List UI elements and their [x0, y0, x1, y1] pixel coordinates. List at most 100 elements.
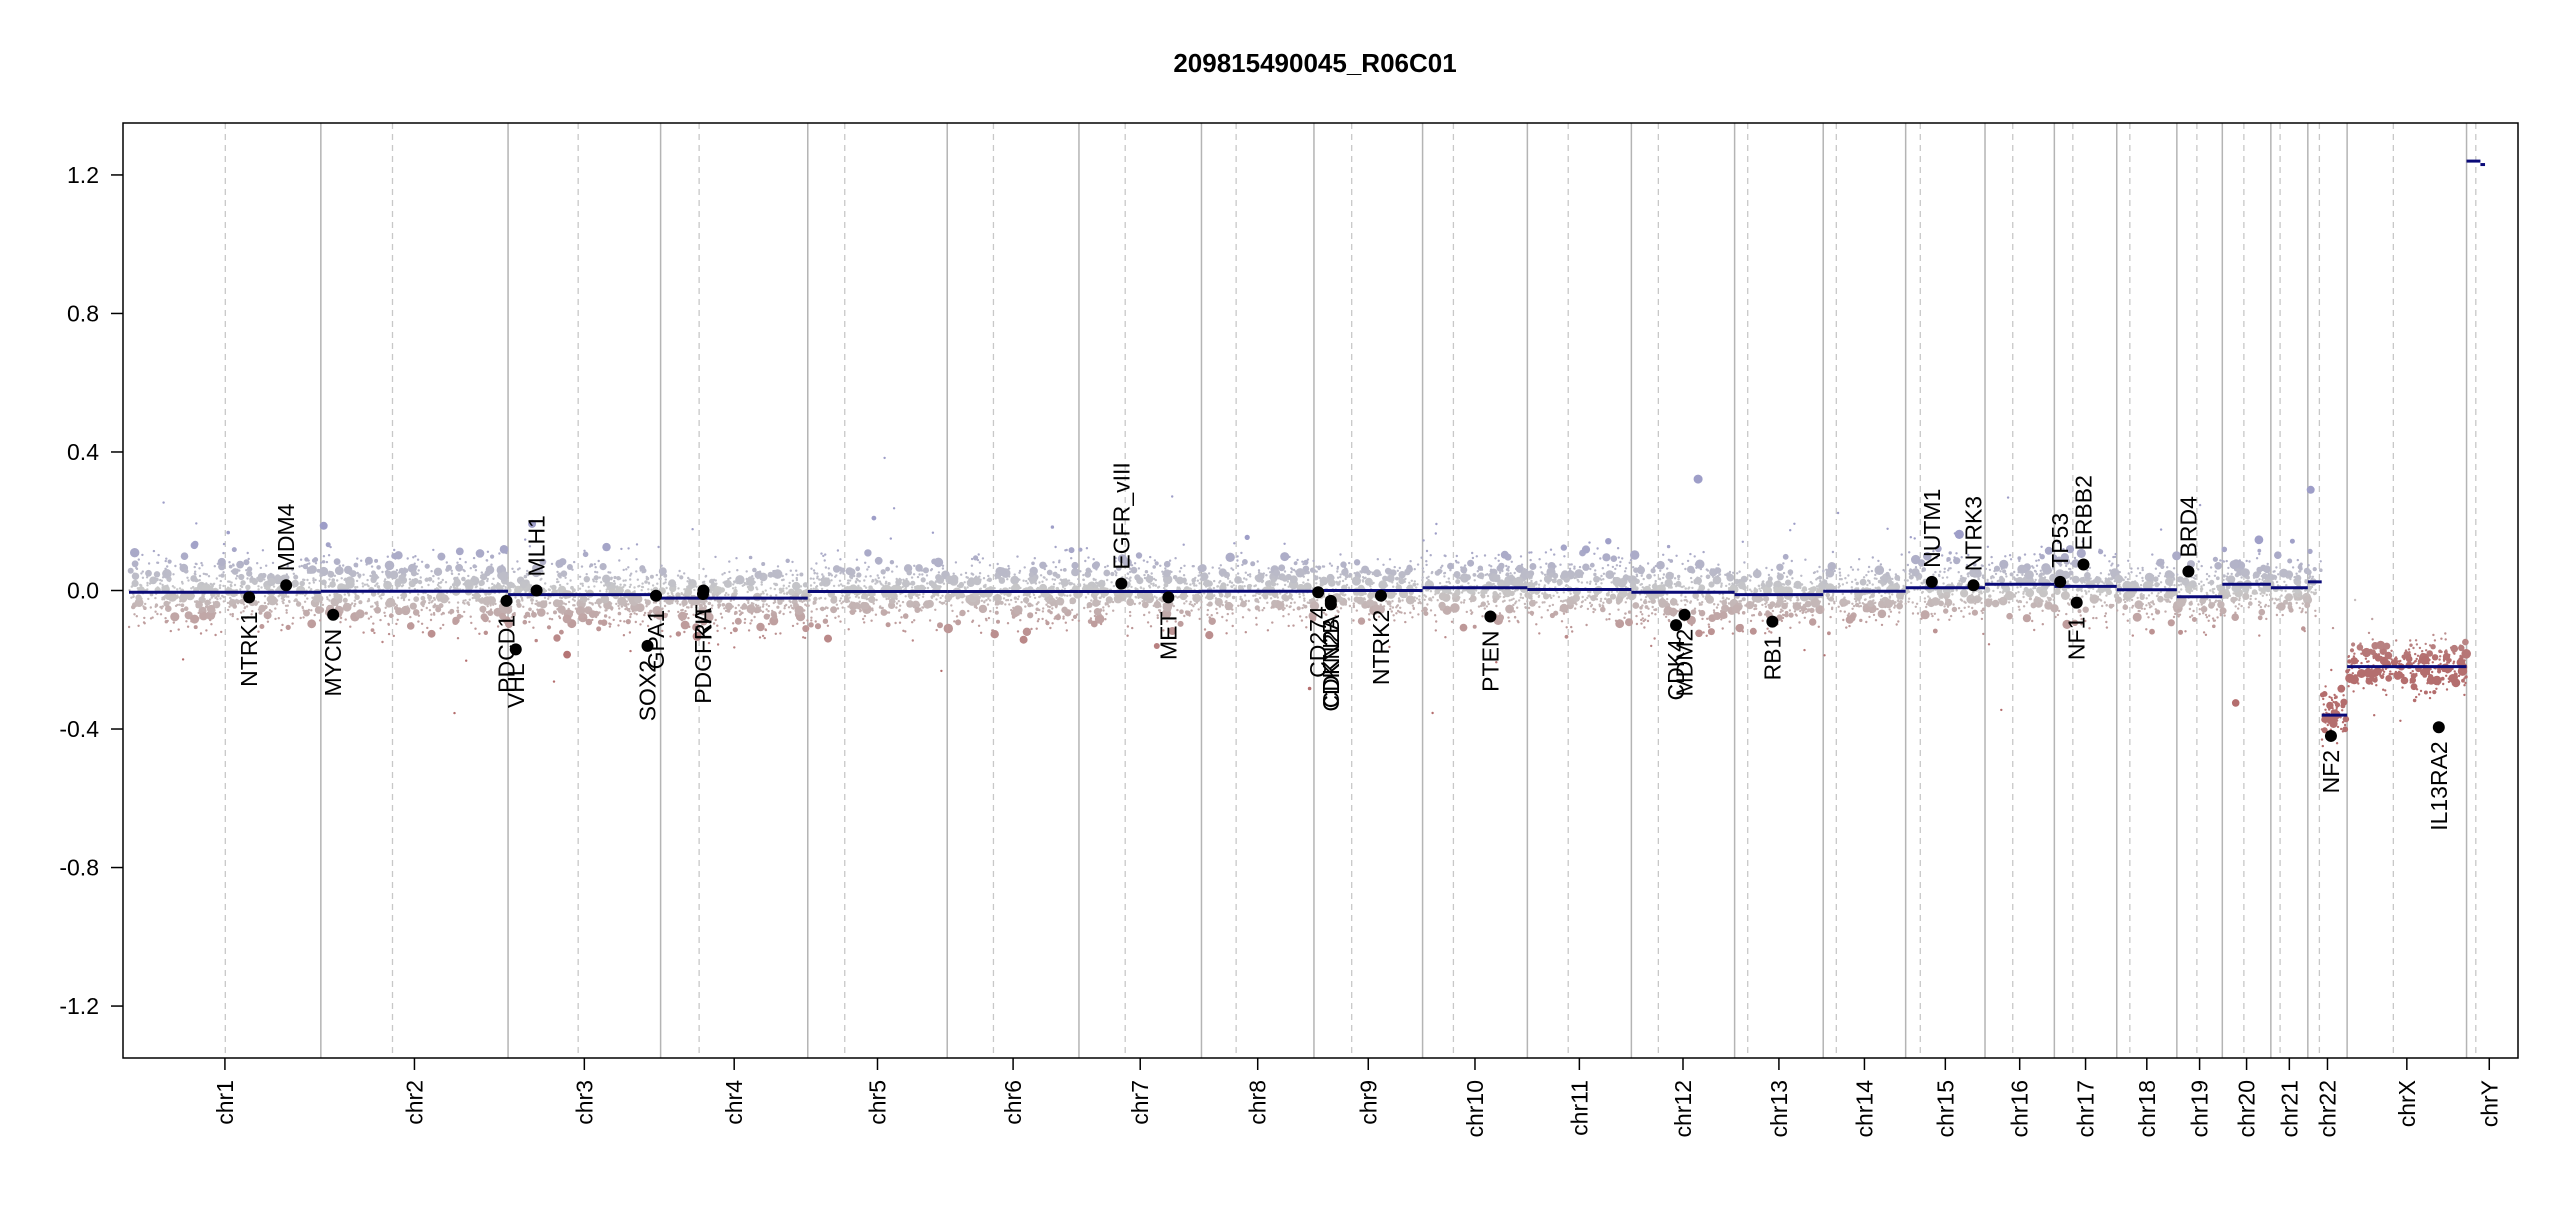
probe-point	[393, 635, 395, 637]
probe-point	[1511, 561, 1513, 563]
probe-point	[903, 613, 909, 619]
probe-point	[1440, 570, 1442, 572]
probe-point	[1302, 604, 1304, 606]
probe-point	[691, 528, 693, 530]
probe-point	[236, 575, 238, 577]
probe-point	[1168, 581, 1170, 583]
probe-point	[268, 596, 278, 606]
probe-point	[207, 605, 215, 613]
probe-point	[1150, 594, 1152, 596]
probe-point	[1270, 582, 1272, 584]
probe-point	[386, 581, 388, 583]
probe-point	[436, 587, 438, 589]
probe-point	[318, 607, 324, 613]
probe-point	[591, 619, 593, 621]
probe-point	[1190, 609, 1192, 611]
probe-point	[762, 603, 764, 605]
probe-point	[1226, 619, 1228, 621]
probe-point	[1380, 574, 1382, 576]
probe-point	[306, 579, 308, 581]
probe-point	[390, 571, 399, 580]
probe-point	[595, 580, 597, 582]
probe-point	[385, 607, 387, 609]
probe-point	[983, 577, 985, 579]
probe-point	[1513, 610, 1515, 612]
probe-point	[792, 582, 800, 590]
probe-point	[1581, 581, 1583, 583]
probe-point	[1010, 599, 1012, 601]
probe-point	[230, 585, 232, 587]
probe-point	[946, 576, 955, 585]
probe-point	[613, 580, 615, 582]
probe-point	[394, 607, 396, 609]
probe-point	[1391, 600, 1393, 602]
probe-point	[915, 564, 923, 572]
probe-point	[755, 611, 757, 613]
probe-point	[950, 604, 952, 606]
probe-point	[147, 598, 149, 600]
probe-point	[900, 616, 902, 618]
probe-point	[735, 575, 744, 584]
probe-point	[609, 625, 611, 627]
probe-point	[1514, 616, 1516, 618]
probe-point	[1404, 578, 1406, 580]
probe-point	[549, 589, 551, 591]
probe-point	[487, 610, 493, 616]
probe-point	[1724, 599, 1726, 601]
probe-point	[1632, 602, 1639, 609]
probe-point	[1651, 568, 1656, 573]
probe-point	[1040, 574, 1042, 576]
probe-point	[750, 619, 752, 621]
probe-point	[1060, 579, 1062, 581]
probe-point	[1464, 564, 1466, 566]
probe-point	[937, 587, 939, 589]
probe-point	[444, 598, 446, 600]
probe-point	[880, 582, 882, 584]
probe-point	[328, 571, 330, 573]
probe-point	[987, 598, 989, 600]
probe-point	[150, 582, 152, 584]
probe-point	[1451, 621, 1453, 623]
probe-point	[432, 575, 434, 577]
probe-point	[914, 605, 916, 607]
probe-point	[1307, 579, 1309, 581]
probe-point	[1688, 586, 1690, 588]
probe-point	[1274, 579, 1276, 581]
probe-point	[956, 615, 958, 617]
probe-point	[596, 626, 601, 631]
probe-point	[1029, 572, 1034, 577]
probe-point	[965, 572, 967, 574]
probe-point	[1599, 605, 1601, 607]
probe-point	[1237, 565, 1239, 567]
probe-point	[466, 601, 469, 604]
probe-point	[934, 609, 936, 611]
probe-point	[142, 570, 144, 572]
probe-point	[873, 594, 875, 596]
probe-point	[1409, 612, 1411, 614]
probe-point	[551, 563, 553, 565]
probe-point	[1058, 561, 1060, 563]
probe-point	[1273, 593, 1278, 598]
probe-point	[651, 589, 653, 591]
probe-point	[895, 606, 897, 608]
probe-point	[1590, 605, 1592, 607]
probe-point	[499, 611, 501, 613]
probe-point	[603, 579, 605, 581]
probe-point	[1708, 581, 1714, 587]
probe-point	[589, 610, 597, 618]
probe-point	[164, 572, 166, 574]
probe-point	[1544, 592, 1546, 594]
probe-point	[136, 615, 138, 617]
probe-point	[243, 603, 245, 605]
probe-point	[744, 618, 746, 620]
probe-point	[357, 573, 361, 577]
probe-point	[1271, 576, 1273, 578]
probe-point	[216, 598, 218, 600]
probe-point	[1174, 557, 1176, 559]
probe-point	[1475, 589, 1477, 591]
probe-point	[767, 610, 769, 612]
probe-point	[262, 549, 264, 551]
probe-point	[539, 579, 541, 581]
probe-point	[356, 580, 358, 582]
probe-point	[879, 605, 881, 607]
